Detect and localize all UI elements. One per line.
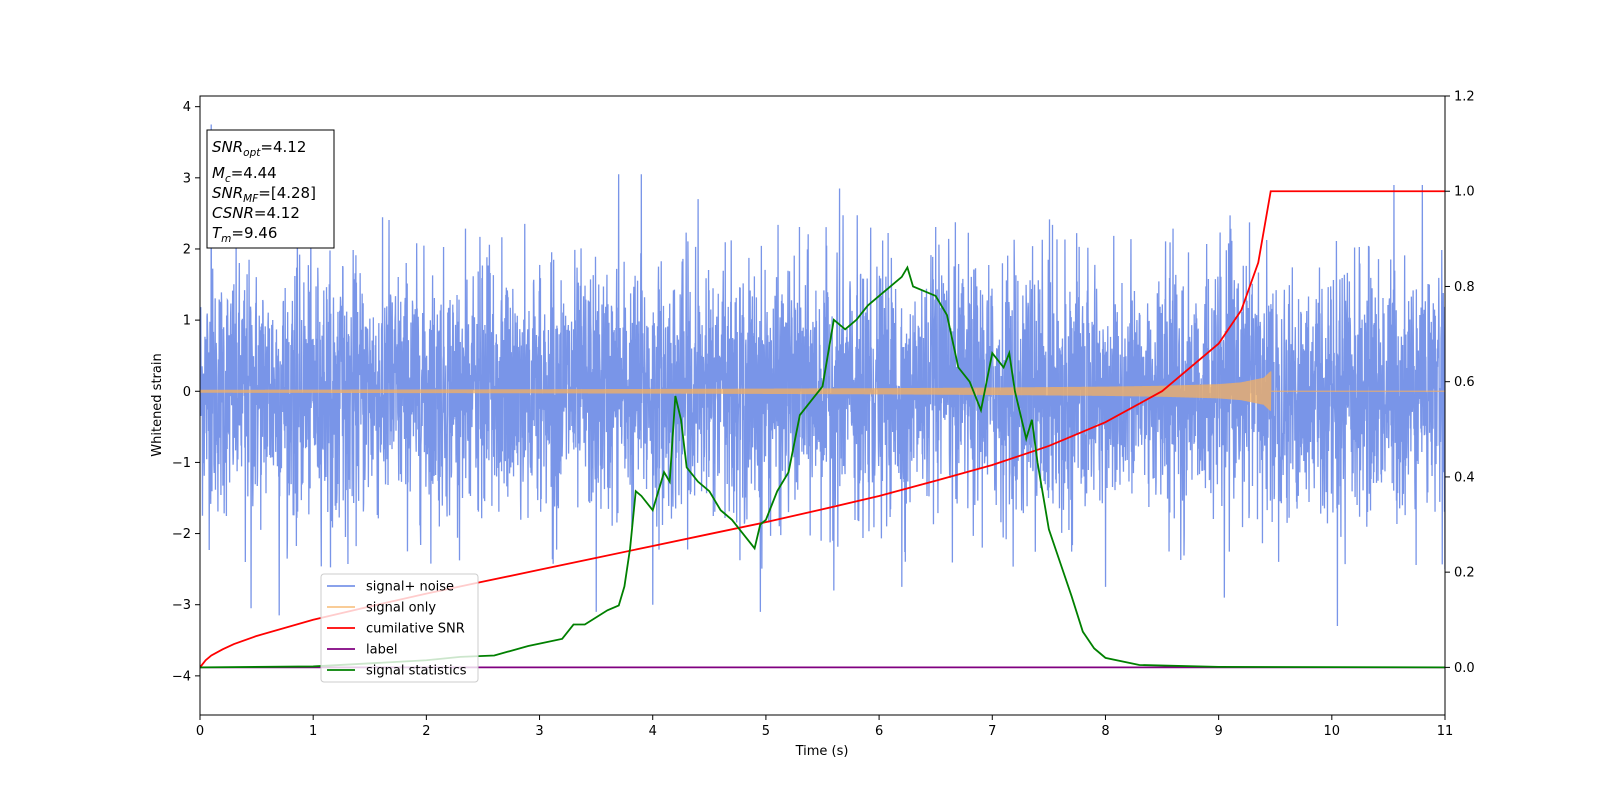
x-axis-label: Time (s) bbox=[795, 744, 849, 759]
x-tick-label: 6 bbox=[875, 724, 883, 739]
annotation-value: =4.44 bbox=[231, 164, 277, 182]
legend-entry: label bbox=[366, 643, 397, 658]
y-right-tick-label: 0.2 bbox=[1454, 566, 1475, 581]
x-tick-label: 4 bbox=[649, 724, 657, 739]
y-left-tick-label: 3 bbox=[183, 171, 191, 186]
legend-frame bbox=[320, 573, 479, 683]
x-tick-label: 2 bbox=[422, 724, 430, 739]
annotation-value: =4.12 bbox=[260, 138, 306, 156]
annotation-symbol: CSNR bbox=[212, 204, 254, 222]
annotation-value: =[4.28] bbox=[258, 184, 316, 202]
series-signal-only bbox=[200, 371, 1445, 411]
y-left-tick-label: −3 bbox=[172, 598, 191, 613]
y-right-tick-label: 1.2 bbox=[1454, 90, 1475, 105]
y-left-tick-label: −1 bbox=[172, 456, 191, 471]
y-left-tick-label: 0 bbox=[183, 385, 191, 400]
y-axis-label: Whitened strain bbox=[150, 353, 165, 456]
annotation-subscript: m bbox=[221, 233, 231, 245]
annotation-symbol: M bbox=[212, 164, 225, 182]
x-tick-label: 3 bbox=[535, 724, 543, 739]
legend-entry: cumilative SNR bbox=[366, 622, 465, 637]
series-signal-statistics bbox=[200, 265, 1445, 669]
annotation-subscript: c bbox=[225, 173, 231, 185]
y-left-tick-label: −4 bbox=[172, 669, 191, 684]
x-tick-label: 11 bbox=[1437, 724, 1454, 739]
legend-entry: signal only bbox=[366, 601, 436, 616]
annotation-subscript: opt bbox=[243, 147, 261, 159]
y-right-tick-label: 0.4 bbox=[1454, 470, 1475, 485]
annotation-subscript: MF bbox=[243, 193, 259, 205]
x-tick-label: 0 bbox=[196, 724, 204, 739]
legend: signal+ noise signal only cumilative SNR la… bbox=[320, 573, 479, 683]
plot-frame bbox=[199, 95, 1446, 716]
legend-entry: signal+ noise bbox=[366, 580, 454, 595]
annotation-line: Tm=9.46 bbox=[212, 224, 277, 245]
annotation-value: =4.12 bbox=[254, 204, 300, 222]
x-tick-label: 8 bbox=[1101, 724, 1109, 739]
x-tick-label: 1 bbox=[309, 724, 317, 739]
y-right-tick-label: 0.6 bbox=[1454, 375, 1475, 390]
y-left-tick-label: −2 bbox=[172, 527, 191, 542]
y-left-tick-label: 2 bbox=[183, 242, 191, 257]
axes-layer: 0 1 2 3 4 5 6 7 8 9 10 11 −4 −3 −2 −1 0 1 2 3 4 0.0 0.2 0.4 0.6 0… bbox=[172, 90, 1475, 740]
y-right-tick-label: 1.0 bbox=[1454, 185, 1475, 200]
annotation-frame bbox=[206, 129, 335, 249]
x-tick-label: 10 bbox=[1324, 724, 1341, 739]
annotation-symbol: SNR bbox=[212, 138, 243, 156]
y-left-tick-label: 1 bbox=[183, 314, 191, 329]
annotation-value: =9.46 bbox=[231, 224, 277, 242]
annotation-line: CSNR=4.12 bbox=[212, 204, 300, 222]
legend-entry: signal statistics bbox=[366, 664, 467, 679]
x-tick-label: 7 bbox=[988, 724, 996, 739]
annotation-box: SNRopt=4.12Mc=4.44SNRMF=[4.28]CSNR=4.12T… bbox=[206, 129, 335, 249]
annotation-line: Mc=4.44 bbox=[212, 164, 277, 185]
annotation-symbol: SNR bbox=[212, 184, 243, 202]
x-tick-label: 5 bbox=[762, 724, 770, 739]
y-right-tick-label: 0.0 bbox=[1454, 661, 1475, 676]
annotation-symbol: T bbox=[212, 224, 223, 242]
series-signal-plus-noise bbox=[200, 124, 1445, 627]
y-left-tick-label: 4 bbox=[183, 100, 191, 115]
annotation-line: SNRMF=[4.28] bbox=[212, 184, 316, 205]
y-right-tick-label: 0.8 bbox=[1454, 280, 1475, 295]
annotation-line: SNRopt=4.12 bbox=[212, 138, 306, 159]
x-tick-label: 9 bbox=[1214, 724, 1222, 739]
